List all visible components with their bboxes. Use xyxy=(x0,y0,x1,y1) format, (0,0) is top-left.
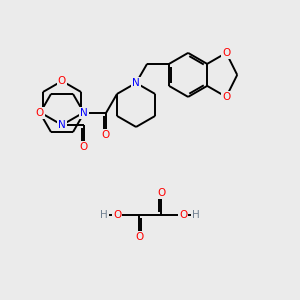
Text: N: N xyxy=(80,108,88,118)
Text: N: N xyxy=(58,120,66,130)
Text: O: O xyxy=(113,210,121,220)
Text: H: H xyxy=(192,210,200,220)
Text: O: O xyxy=(222,92,230,102)
Text: O: O xyxy=(222,48,230,58)
Text: O: O xyxy=(36,108,44,118)
Text: O: O xyxy=(58,76,66,86)
Text: H: H xyxy=(100,210,108,220)
Text: O: O xyxy=(80,142,88,152)
Text: O: O xyxy=(179,210,187,220)
Text: O: O xyxy=(102,130,110,140)
Text: N: N xyxy=(132,78,140,88)
Text: O: O xyxy=(135,232,143,242)
Text: O: O xyxy=(157,188,165,198)
